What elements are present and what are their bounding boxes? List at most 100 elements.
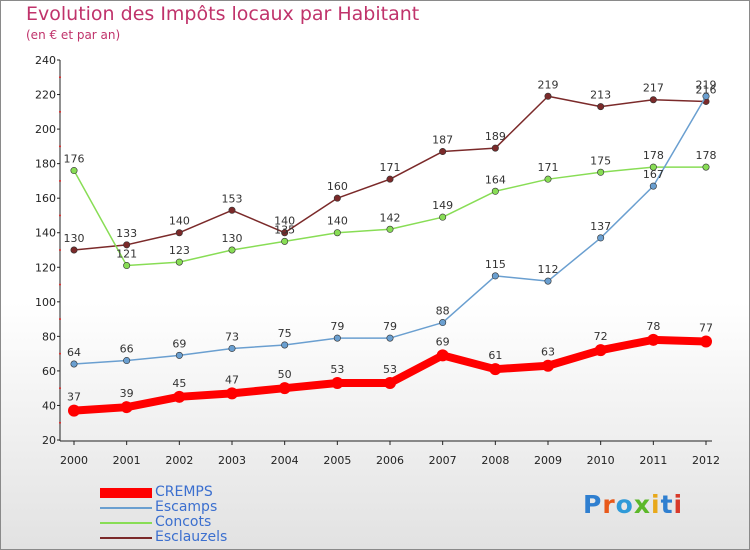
y-tick-label: 180: [35, 158, 56, 171]
data-point: [491, 272, 499, 280]
data-point: [386, 225, 394, 233]
data-point: [123, 241, 131, 249]
data-point: [68, 404, 80, 417]
data-label: 88: [436, 305, 450, 318]
x-tick-label: 2003: [218, 454, 246, 467]
x-tick-label: 2002: [165, 454, 193, 467]
data-label: 219: [538, 78, 559, 91]
data-label: 79: [330, 320, 344, 333]
data-label: 63: [541, 346, 555, 359]
x-tick-label: 2011: [639, 454, 667, 467]
data-point: [597, 103, 605, 111]
data-label: 37: [67, 391, 81, 404]
data-point: [542, 359, 554, 372]
x-tick-label: 2008: [481, 454, 509, 467]
data-point: [439, 148, 447, 156]
x-tick-label: 2006: [376, 454, 404, 467]
y-tick-label: 200: [35, 123, 56, 136]
data-label: 149: [432, 199, 453, 212]
data-point: [120, 401, 133, 414]
x-tick-label: 2010: [587, 454, 615, 467]
data-point: [597, 234, 605, 242]
legend-label: Esclauzels: [155, 529, 228, 545]
x-tick-label: 2001: [113, 454, 141, 467]
x-tick-label: 2012: [692, 454, 720, 467]
data-label: 171: [538, 161, 559, 174]
data-label: 123: [169, 244, 190, 257]
data-point: [702, 163, 710, 171]
data-label: 64: [67, 346, 81, 359]
data-label: 112: [538, 263, 559, 276]
x-tick-label: 2000: [60, 454, 88, 467]
legend-swatch: [100, 488, 152, 498]
x-tick-label: 2004: [271, 454, 299, 467]
data-point: [333, 229, 341, 237]
x-tick-label: 2007: [429, 454, 457, 467]
data-point: [384, 377, 396, 389]
data-label: 50: [278, 368, 292, 381]
data-label: 176: [64, 153, 85, 166]
data-label: 142: [380, 211, 401, 224]
data-point: [281, 229, 289, 237]
data-label: 45: [172, 377, 186, 390]
data-label: 130: [64, 232, 85, 245]
data-point: [597, 168, 605, 176]
legend-swatch: [100, 507, 152, 509]
y-tick-label: 160: [35, 192, 56, 205]
data-label: 78: [646, 320, 660, 333]
data-label: 79: [383, 320, 397, 333]
data-point: [228, 344, 236, 352]
legend-label: Concots: [155, 514, 212, 530]
data-label: 140: [169, 215, 190, 228]
chart-title: Evolution des Impôts locaux par Habitant: [26, 3, 420, 25]
data-label: 61: [488, 349, 502, 362]
legend-label: CREMPS: [155, 484, 213, 500]
data-label: 189: [485, 130, 506, 143]
data-label: 73: [225, 330, 239, 343]
data-point: [333, 194, 341, 202]
data-label: 160: [327, 180, 348, 193]
data-point: [175, 229, 183, 237]
data-label: 69: [436, 335, 450, 348]
data-point: [649, 96, 657, 104]
data-label: 153: [222, 192, 243, 205]
data-point: [175, 258, 183, 266]
data-point: [491, 187, 499, 195]
data-point: [123, 357, 131, 365]
x-tick-label: 2005: [323, 454, 351, 467]
y-tick-label: 20: [42, 434, 56, 447]
data-point: [281, 341, 289, 349]
y-tick-label: 240: [35, 54, 56, 67]
data-point: [386, 175, 394, 183]
chart-series: [68, 92, 712, 417]
data-label: 213: [590, 89, 611, 102]
data-label: 219: [696, 78, 717, 91]
data-label: 135: [274, 223, 295, 236]
data-point: [175, 351, 183, 359]
data-point: [173, 390, 186, 403]
data-point: [439, 213, 447, 221]
data-point: [386, 334, 394, 342]
data-point: [544, 175, 552, 183]
chart-data-labels: 37 39 45 47 50 53 53 69 61 63 72 78 77 64 66 69 73 75 79 79…: [64, 78, 717, 403]
data-point: [278, 382, 291, 395]
data-point: [439, 319, 447, 327]
data-point: [649, 182, 657, 190]
data-label: 178: [643, 149, 664, 162]
y-tick-label: 100: [35, 296, 56, 309]
data-point: [544, 92, 552, 100]
y-tick-label: 220: [35, 89, 56, 102]
data-label: 72: [594, 330, 608, 343]
data-point: [226, 387, 238, 400]
data-label: 167: [643, 168, 664, 181]
data-point: [123, 262, 131, 270]
data-label: 47: [225, 373, 239, 386]
data-label: 187: [432, 134, 453, 147]
chart-axes: 20 40 60 80 100 120 140 160 180 200 220 240 2000 2001…: [35, 54, 720, 467]
y-tick-label: 60: [42, 365, 56, 378]
data-label: 216: [696, 83, 717, 96]
data-label: 53: [330, 363, 344, 376]
data-label: 164: [485, 173, 506, 186]
legend-swatch: [100, 522, 152, 524]
